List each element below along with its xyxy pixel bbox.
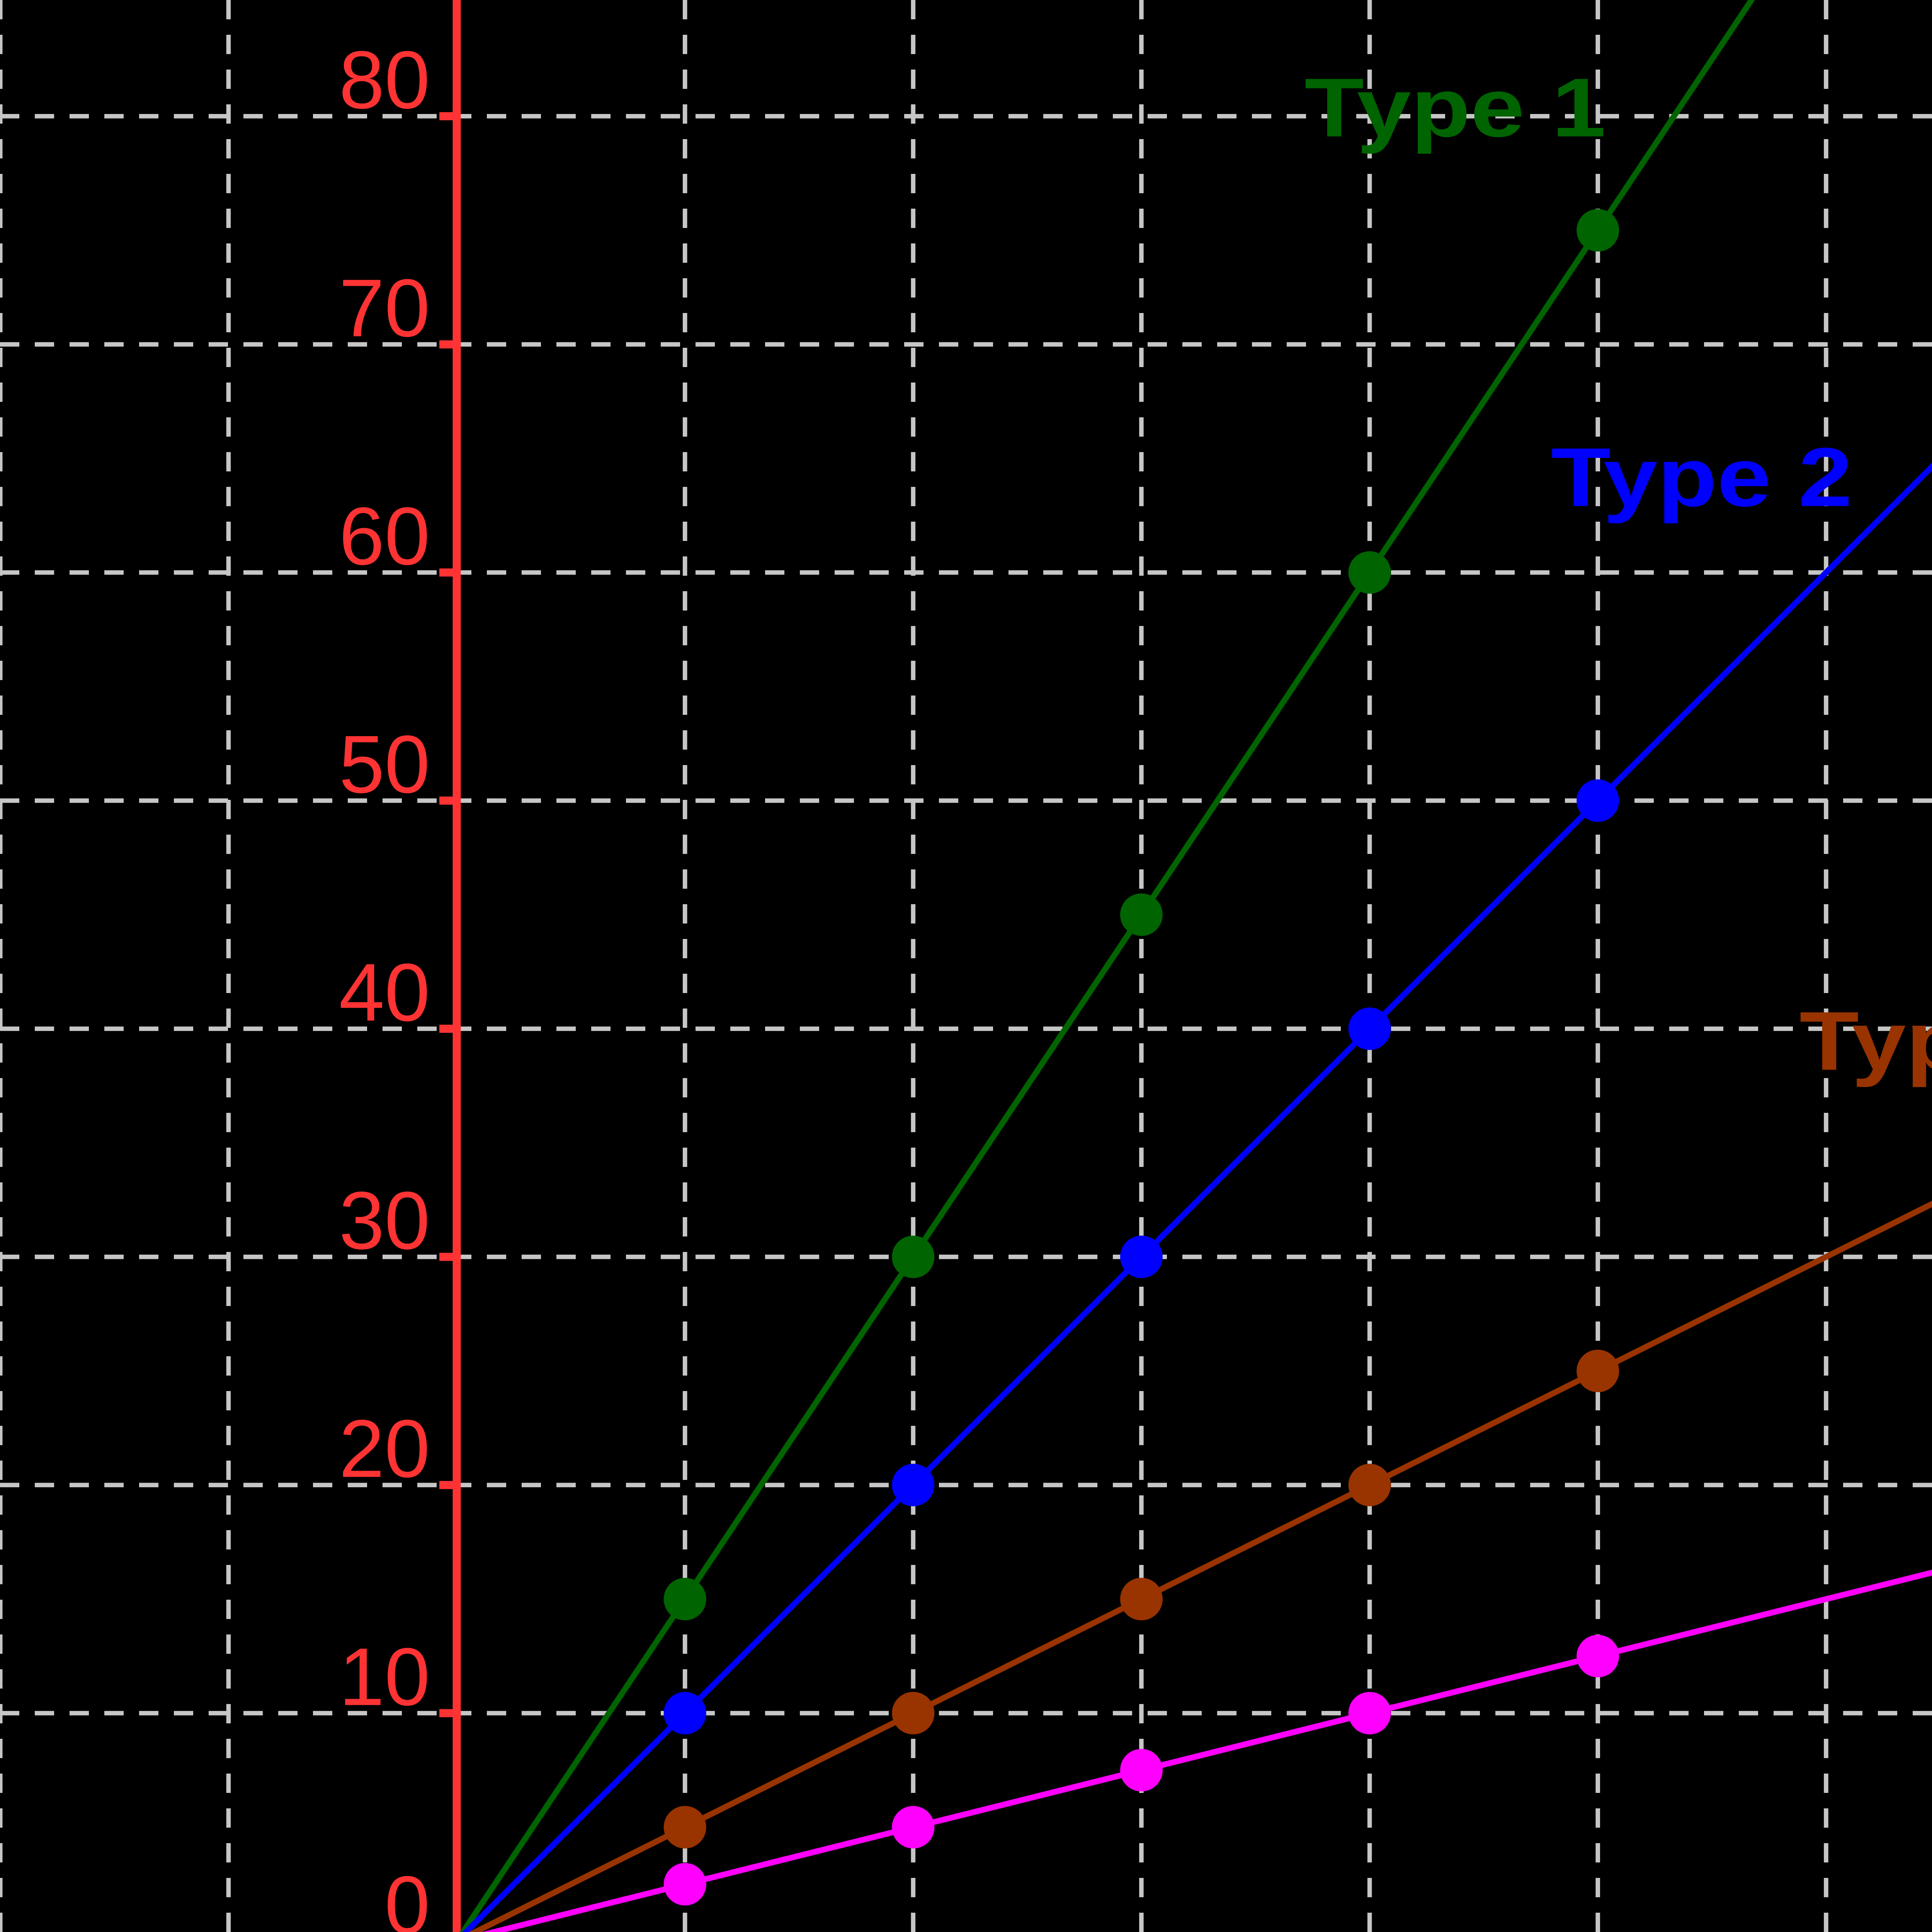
svg-text:70: 70	[339, 262, 430, 354]
svg-text:50: 50	[339, 718, 430, 810]
svg-text:0: 0	[384, 1859, 430, 1932]
svg-text:20: 20	[339, 1403, 430, 1494]
svg-text:Type 3: Type 3	[1799, 994, 1932, 1088]
svg-text:80: 80	[339, 34, 430, 126]
svg-text:Type 1: Type 1	[1304, 61, 1606, 154]
svg-text:60: 60	[339, 490, 430, 582]
svg-text:Type 2: Type 2	[1551, 430, 1852, 524]
svg-text:40: 40	[339, 946, 430, 1038]
svg-text:10: 10	[339, 1631, 430, 1723]
svg-text:30: 30	[339, 1175, 430, 1266]
